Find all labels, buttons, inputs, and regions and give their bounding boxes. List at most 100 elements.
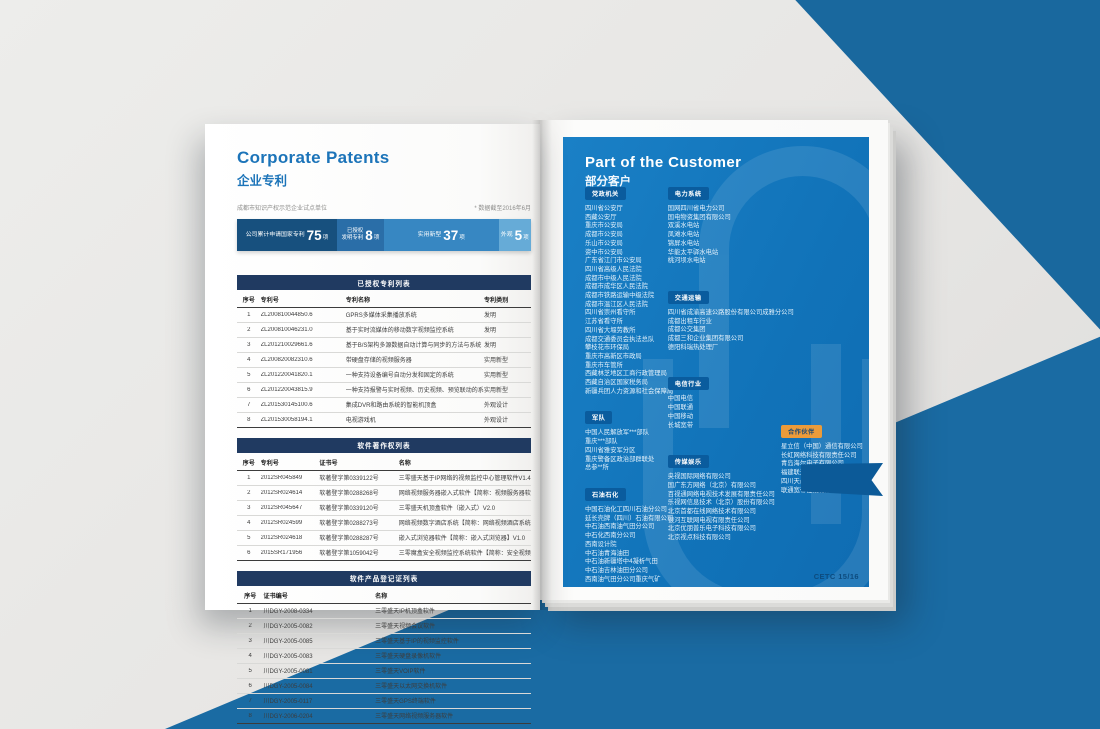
customer-item: 中国联通: [667, 404, 693, 412]
customer-item: 重庆***部队: [585, 438, 618, 446]
table-cell: 嵌入式浏览器软件【简称：嵌入式浏览器】V1.0: [398, 536, 526, 543]
table-cell: 实用新型: [483, 358, 508, 365]
table-cell: ZL201220043815.9: [260, 386, 313, 393]
table-cell: 2: [248, 622, 252, 629]
table-cell: 3: [247, 504, 251, 511]
table-cell: 4: [247, 519, 251, 526]
table-cell: 5: [247, 534, 251, 541]
customer-item: 成都交通委员会执法总队: [585, 335, 655, 343]
customer-item: 四川省大堰劳教所: [585, 326, 636, 334]
table-cell: 2012SR024618: [260, 534, 303, 541]
table-cell: 8: [247, 416, 251, 423]
customer-item: 长城宽带: [667, 421, 693, 429]
section-badge: 交通运输: [667, 290, 709, 304]
stat-value: 5: [514, 227, 523, 243]
customer-item: 双溪水电站: [667, 222, 700, 230]
table-cell: 川DGY-2005-0117: [263, 699, 313, 706]
customer-panel: Part of the Customer 部分客户 党政机关 四川省公安厅 西藏公安…: [563, 137, 883, 587]
table-row: 1 2012SR045849 软著登字第0339122号 三零盛天基于IP网络的视频监…: [237, 471, 531, 486]
table-cell: 发明: [483, 313, 496, 320]
customer-item: 国电物资集团有限公司: [667, 213, 731, 221]
table-cell: 6: [247, 386, 251, 393]
stat-label-line: 已授权: [347, 228, 364, 235]
stat-label: 公司累计申请国家专利: [245, 231, 305, 238]
table-header-row: 序号 专利号 证书号 名称: [237, 455, 531, 471]
table-row: 4 川DGY-2005-0083 三零盛天硬盘录像机软件: [237, 649, 531, 664]
customer-item: 中石化西南分公司: [585, 532, 636, 540]
table-row: 5 ZL201220041820.1 一种支持设备编号自动分发和固定的系统 实用新型: [237, 368, 531, 383]
customer-item: 中石油青海油田: [585, 549, 630, 557]
table-cell: 川DGY-2005-0082: [263, 624, 313, 631]
customer-item: 四川省高级人民法院: [585, 265, 642, 273]
table-cell: ZL200810046231.0: [260, 326, 313, 333]
customer-item: 中国人民解放军***部队: [585, 429, 650, 437]
ribbon-decoration: [801, 463, 883, 496]
customer-item: 西藏林芝地区工商行政管理局: [585, 370, 667, 378]
section-badge: 石油石化: [585, 487, 626, 501]
stat-segment: 已授权 发明专利 8 项: [336, 219, 384, 251]
stat-unit: 项: [322, 235, 329, 241]
note-left: 成都市知识产权示范企业试点单位: [237, 206, 328, 212]
stat-segment: 外观 5 项: [498, 219, 531, 251]
table-cell: 集成DVR和路由系统的智能机顶盒: [345, 403, 437, 410]
customer-item: 央视国际网络有限公司: [667, 473, 731, 481]
table-cell: 软著登字第1059042号: [319, 551, 379, 558]
stat-unit: 项: [523, 235, 529, 241]
table-cell: 软著登字第0288268号: [319, 491, 379, 498]
table-cell: 一种支持报警与实时视频、历史视频、预览联动的系统: [345, 388, 484, 395]
table-row: 8 川DGY-2006-0204 三零盛天网络视频服务器软件: [237, 709, 531, 724]
patent-table: 已授权专利列表 序号 专利号 专利名称 专利类别 1 ZL200810044850.6 GPR…: [237, 275, 531, 428]
table-cell: 三零盛天GPS终端软件: [375, 699, 436, 706]
table-row: 3 2012SR045647 软著登字第0339120号 三零盛天机顶盒软件（嵌入式）…: [237, 501, 531, 516]
customer-item: 中石油吉林油田分公司: [585, 566, 648, 574]
customer-item: 西南设计院: [585, 540, 617, 548]
table-cell: 发明: [483, 343, 496, 350]
right-page: Part of the Customer 部分客户 党政机关 四川省公安厅 西藏公安…: [540, 120, 888, 600]
table-cell: 川DGY-2005-0084: [263, 684, 313, 691]
table-row: 4 ZL200820082310.6 带硬盘存储的视频服务器 实用新型: [237, 353, 531, 368]
customer-item: 成都市公安局: [585, 231, 623, 239]
table-header-cell: 专利名称: [345, 297, 371, 305]
table-row: 8 ZL201530058194.1 电视游戏机 外观设计: [237, 413, 531, 428]
section-badge: 电信行业: [667, 377, 709, 391]
customer-item: 华能太平驿水电站: [667, 248, 719, 256]
table-cell: 2012SR045849: [260, 474, 303, 481]
stat-label: 外观: [500, 231, 513, 238]
table-cell: 三零盛天基于IP的视频监控软件: [375, 639, 459, 646]
customer-item: 资中市公安局: [585, 248, 623, 256]
table-cell: 三零魔盒安全视频监控系统软件【简称：安全视频监控软件】V2.0: [398, 551, 531, 558]
customer-item: 成都市温江区人民法院: [585, 300, 648, 308]
section-badge: 合作伙伴: [780, 425, 822, 438]
stat-value: 8: [365, 227, 373, 243]
customer-item: 北京首都在线网络技术有限公司: [667, 508, 756, 516]
customer-item: 乐视网信息技术（北京）股份有限公司: [667, 499, 775, 507]
customer-column: 合作伙伴星立信（中国）通信有限公司长虹网络科技有限责任公司青岛海尔电子有限公司福…: [780, 183, 869, 563]
table-header-cell: 专利号: [260, 459, 279, 467]
table-cell: 外观设计: [483, 418, 508, 425]
section-badge: 电力系统: [667, 187, 709, 200]
table-row: 2 川DGY-2005-0082 三零盛天视频会议软件: [237, 619, 531, 634]
table-row: 1 川DGY-2008-0334 三零盛天IP机顶盒软件: [237, 604, 531, 619]
customer-item: 德阳科瑞热处理厂: [667, 343, 719, 351]
stat-label: 实用新型: [417, 231, 442, 238]
note-right: * 数据截至2016年6月: [474, 206, 531, 212]
stat-label: 已授权 发明专利: [342, 228, 364, 241]
table-cell: 三零盛天基于IP网络的视频监控中心管理软件V1.4: [398, 476, 531, 483]
customer-columns: 党政机关 四川省公安厅 西藏公安厅 重庆市公安局 成都市公安局 乐山市公安局 资中市公安局广…: [585, 183, 869, 583]
table-row: 5 2012SR024618 软著登字第0288287号 嵌入式浏览器软件【简称：嵌入…: [237, 531, 531, 546]
customer-section: 交通运输 四川省成渝高速公路股份有限公司成雅分公司 成都出租车行业 成都公交集团 成都三…: [667, 287, 794, 353]
customer-item: 成都市铁路运输中级法院: [585, 292, 655, 300]
table-cell: 4: [248, 652, 252, 659]
table-cell: 网络视频服务器嵌入式软件【简称：视频服务器软件】V1.0: [398, 491, 531, 498]
table-header-cell: 专利号: [260, 297, 279, 305]
table-row: 4 2012SR024599 软著登字第0288273号 网络视频数字酒店系统【简称：…: [237, 516, 531, 531]
note-row: 成都市知识产权示范企业试点单位 * 数据截至2016年6月: [237, 203, 531, 212]
customer-column: 党政机关 四川省公安厅 西藏公安厅 重庆市公安局 成都市公安局 乐山市公安局 资中市公安局广…: [585, 183, 673, 583]
customer-item: 攀枝花市环保局: [585, 344, 630, 352]
table-cell: 6: [247, 549, 251, 556]
customer-item: 乐山市公安局: [585, 239, 623, 247]
table-cell: 5: [248, 667, 252, 674]
table-header-cell: 序号: [242, 459, 255, 467]
customer-item: 北京优朋普乐电子科技有限公司: [667, 525, 756, 533]
customer-item: 成都市成华区人民法院: [585, 283, 648, 291]
